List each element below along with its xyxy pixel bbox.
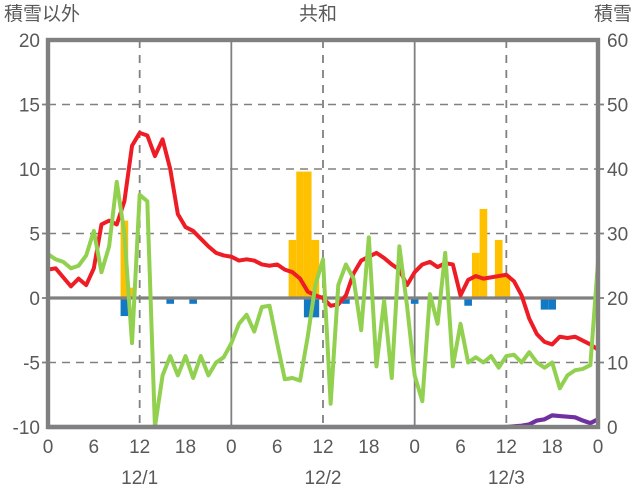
day-label: 12/3: [488, 468, 525, 489]
bar: [464, 298, 472, 306]
y2-tick-label: 40: [607, 160, 628, 181]
y2-tick-label: 30: [607, 225, 628, 246]
y-tick-label: 15: [19, 96, 40, 117]
bar: [342, 298, 350, 304]
plot-frame: [45, 37, 601, 430]
x-tick-label: 18: [175, 437, 196, 458]
bar: [296, 171, 304, 298]
x-tick-label: 12: [312, 437, 333, 458]
series-line: [46, 130, 600, 352]
y-tick-label: -5: [23, 354, 40, 375]
x-axis-ticks: 0 6 12 18 0 6 12 18 0 6 12 18 0: [43, 437, 604, 458]
y2-tick-label: 60: [607, 31, 628, 52]
bar: [128, 287, 136, 298]
x-tick-label: 0: [226, 437, 237, 458]
bar: [311, 298, 320, 318]
day-label: 12/1: [121, 468, 158, 489]
y2-tick-label: 10: [607, 354, 628, 375]
bar: [410, 298, 419, 304]
bar: [540, 298, 549, 310]
bar: [303, 298, 312, 318]
y-tick-label: 5: [29, 225, 40, 246]
x-tick-label: 6: [272, 437, 283, 458]
day-label: 12/2: [305, 468, 342, 489]
x-tick-label: 18: [542, 437, 563, 458]
x-tick-label: 6: [89, 437, 100, 458]
day-labels: 12/1 12/2 12/3: [121, 468, 525, 489]
y-tick-label: 0: [29, 289, 40, 310]
x-tick-label: 0: [409, 437, 420, 458]
chart-title: 共和: [299, 3, 337, 25]
y-tick-label: 10: [19, 160, 40, 181]
y-tick-label: -10: [13, 418, 40, 439]
bar: [288, 239, 297, 298]
x-tick-label: 6: [455, 437, 466, 458]
y2-tick-label: 20: [607, 289, 628, 310]
series-line: [46, 179, 600, 429]
bar: [502, 274, 511, 298]
bar: [494, 239, 503, 298]
bar: [548, 298, 556, 310]
bar: [303, 171, 312, 298]
y2-axis-ticks: 60 50 40 30 20 10 0: [598, 31, 628, 439]
x-tick-label: 12: [129, 437, 150, 458]
bar: [479, 208, 488, 298]
y2-tick-label: 0: [607, 418, 618, 439]
bar: [166, 298, 175, 304]
x-tick-label: 12: [496, 437, 517, 458]
x-tick-label: 18: [358, 437, 379, 458]
x-tick-label: 0: [593, 437, 604, 458]
bar: [311, 239, 320, 298]
left-axis-title: 積雪以外: [4, 3, 80, 25]
bar: [189, 298, 197, 304]
right-axis-title: 積雪: [594, 3, 632, 25]
y-tick-label: 20: [19, 31, 40, 52]
plot-border: [45, 37, 601, 430]
bar: [120, 298, 129, 317]
y2-tick-label: 50: [607, 96, 628, 117]
x-tick-label: 0: [43, 437, 54, 458]
